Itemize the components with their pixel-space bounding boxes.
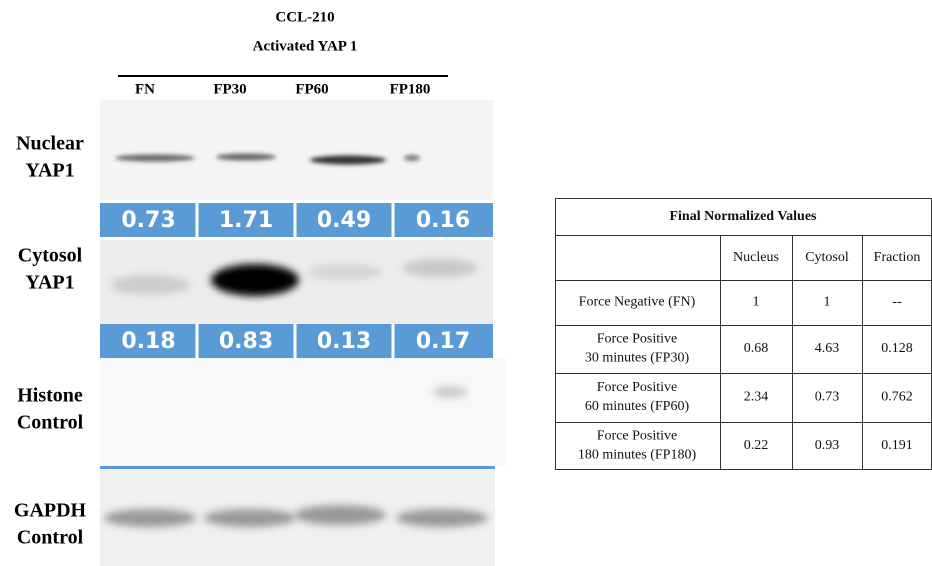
row-label: Force Positive <box>597 332 678 347</box>
quant-value: 0.18 <box>121 329 175 354</box>
blot-label: Cytosol <box>18 245 83 267</box>
quant-value: 0.49 <box>317 208 371 233</box>
quant-value: 1.71 <box>219 208 273 233</box>
quant-value: 0.17 <box>416 329 470 354</box>
row-label: Force Positive <box>597 429 678 444</box>
table-title: Final Normalized Values <box>669 209 817 224</box>
divider <box>100 466 495 469</box>
column-header: Cytosol <box>805 250 849 265</box>
blot-label: YAP1 <box>25 272 74 294</box>
title: CCL-210 <box>275 9 334 25</box>
table-cell: 0.73 <box>815 390 840 405</box>
row-label: 180 minutes (FP180) <box>578 448 697 463</box>
column-header: Fraction <box>874 250 921 265</box>
blot-label: Nuclear <box>16 133 84 155</box>
row-label: 30 minutes (FP30) <box>585 351 690 366</box>
blot-histone <box>100 358 505 466</box>
lane-label: FP30 <box>213 81 246 97</box>
table-cell: 0.762 <box>881 390 913 405</box>
table-cell: 0.68 <box>744 341 769 356</box>
quant-value: 0.83 <box>219 329 273 354</box>
blot-label: Control <box>17 412 84 434</box>
column-header: Nucleus <box>733 250 779 265</box>
blot-nuclear <box>100 100 493 200</box>
table-cell: 1 <box>824 295 831 310</box>
table-cell: 0.191 <box>881 438 913 453</box>
table-cell: -- <box>892 295 902 310</box>
lane-label: FN <box>135 81 155 97</box>
table-cell: 1 <box>753 295 760 310</box>
table-cell: 0.128 <box>881 341 913 356</box>
blot-label: GAPDH <box>14 500 87 522</box>
row-label: Force Negative (FN) <box>579 295 696 310</box>
lane-label: FP60 <box>295 81 328 97</box>
subtitle: Activated YAP 1 <box>253 38 358 54</box>
blot-label: YAP1 <box>25 160 74 182</box>
row-label: 60 minutes (FP60) <box>585 399 690 414</box>
lane-label: FP180 <box>390 81 431 97</box>
blot-label: Control <box>17 527 84 549</box>
quant-value: 0.73 <box>121 208 175 233</box>
table-cell: 0.93 <box>815 438 840 453</box>
quant-value: 0.16 <box>416 208 470 233</box>
table-cell: 0.22 <box>744 438 769 453</box>
table-cell: 4.63 <box>815 341 840 356</box>
blot-label: Histone <box>17 385 83 407</box>
quant-value: 0.13 <box>317 329 371 354</box>
figure: CCL-210 Activated YAP 1 FN FP30 FP60 FP180 N… <box>0 0 932 566</box>
table-cell: 2.34 <box>744 390 769 405</box>
row-label: Force Positive <box>597 380 678 395</box>
